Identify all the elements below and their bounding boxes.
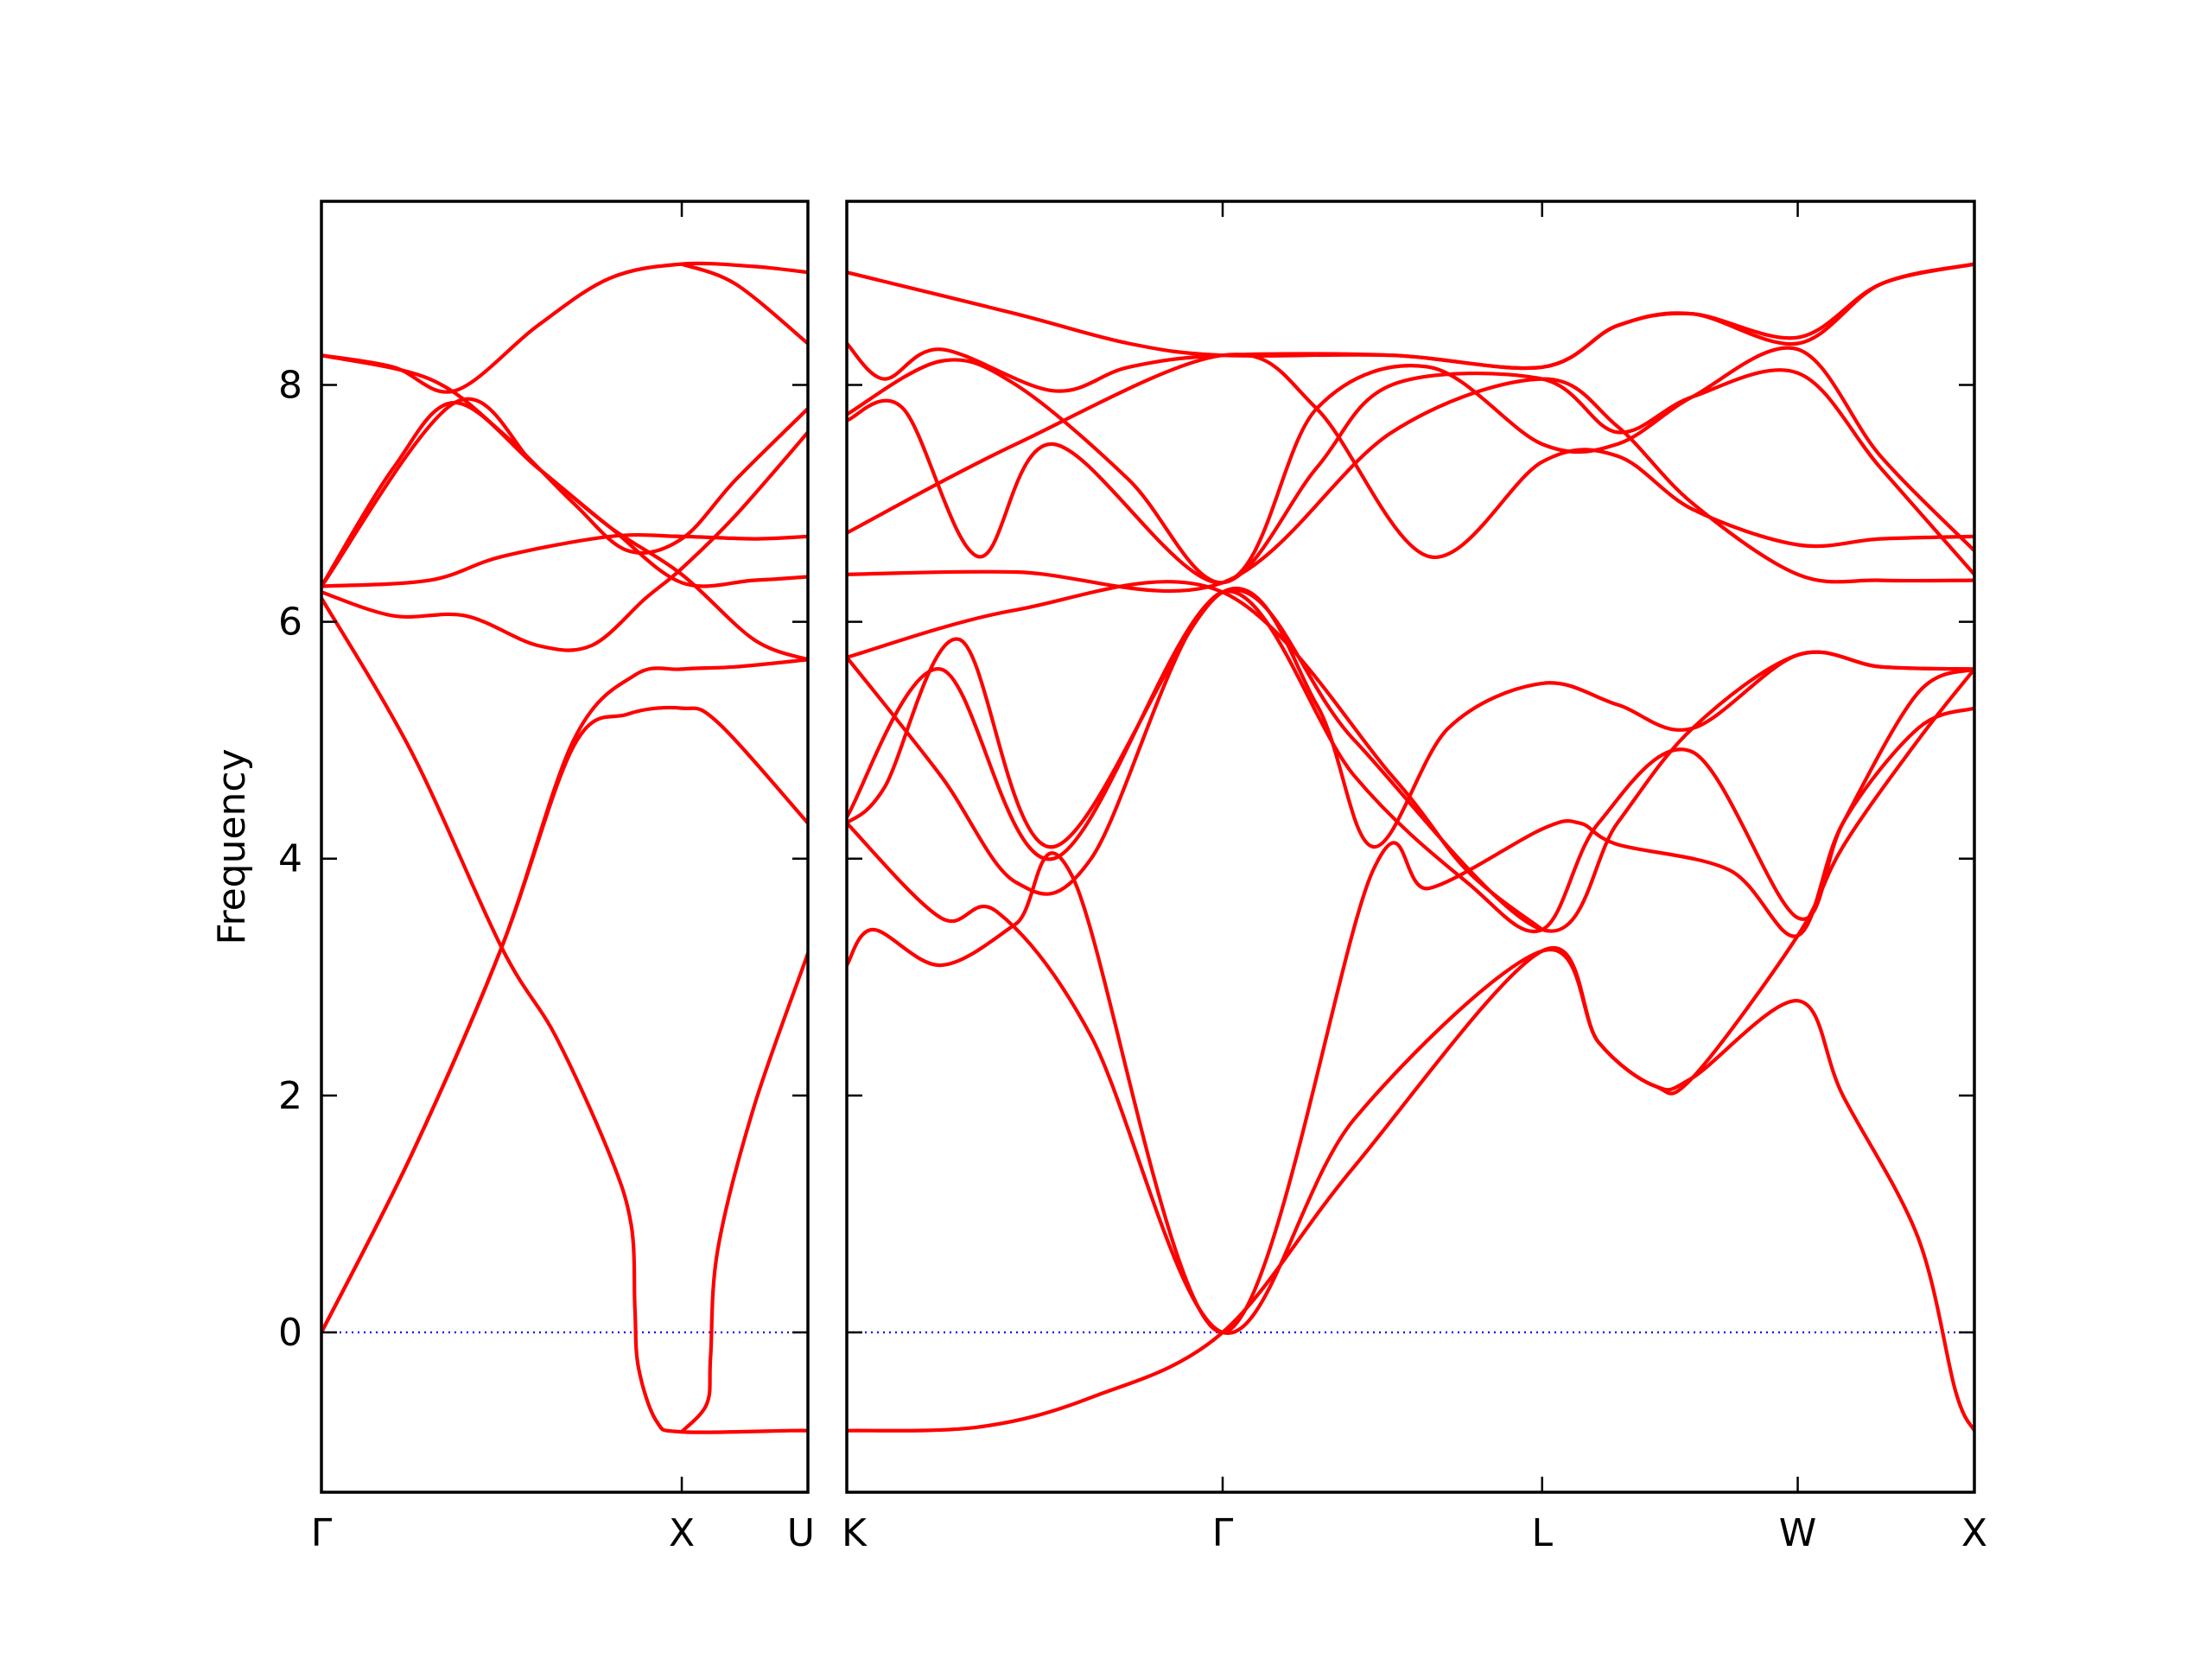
band-line [321,397,808,662]
band-line [321,353,808,556]
band-line [847,353,1974,559]
x-tick-label: Γ [311,1511,333,1555]
y-tick-label: 6 [278,601,302,645]
band-line [847,667,1974,1335]
band-line [847,358,1974,585]
plot-frame [845,200,1976,1494]
band-line [847,589,1974,933]
y-tick-label: 0 [278,1311,302,1355]
band-line [321,532,808,588]
band-line [321,705,808,1335]
y-tick-label: 8 [278,363,302,407]
x-tick-label: X [669,1511,695,1555]
x-tick-label: U [787,1511,815,1555]
band-line [847,262,1974,393]
y-axis-label: Frequency [210,748,254,944]
band-line [321,430,808,652]
x-tick-label: K [842,1511,868,1555]
band-line [847,580,1544,931]
x-tick-label: X [1961,1511,1987,1555]
band-line [847,586,1974,849]
band-line [679,951,808,1434]
x-tick-label: L [1531,1511,1553,1555]
band-line [847,706,1974,1335]
band-line [847,262,1974,371]
x-tick-label: Γ [1212,1511,1234,1555]
plot-frame [320,200,810,1494]
y-tick-label: 2 [278,1074,302,1118]
band-line [321,596,808,1434]
band-line [679,262,808,346]
y-tick-label: 4 [278,837,302,881]
panel-left: 0 2 4 6 8 Γ X U [278,200,815,1555]
band-line [321,658,808,1335]
x-tick-label: W [1779,1511,1817,1555]
band-line [847,946,1974,1433]
band-line [847,588,1974,933]
band-line [847,346,1974,585]
